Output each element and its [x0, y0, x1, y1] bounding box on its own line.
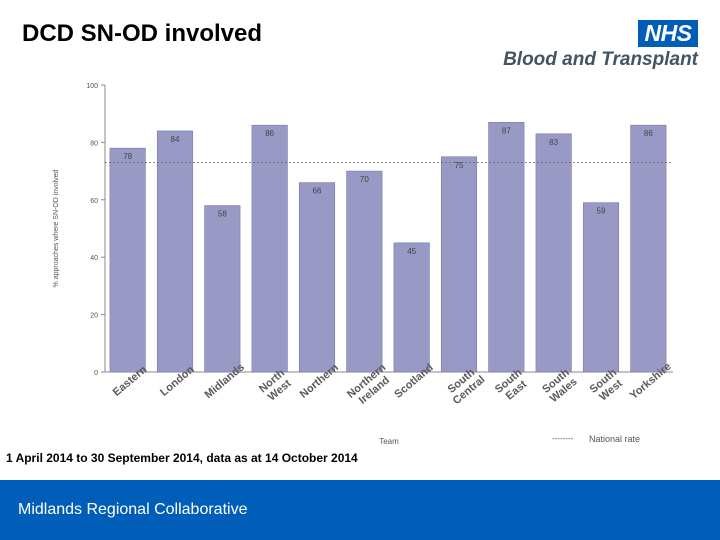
nhs-logo-badge: NHS	[638, 20, 698, 47]
data-label: 86	[265, 129, 274, 138]
bar-south-central	[440, 156, 478, 373]
y-tick-label: 20	[90, 313, 98, 320]
data-label: 78	[123, 152, 132, 161]
bar-scotland	[393, 242, 430, 373]
bar-south-wales	[535, 133, 572, 373]
y-axis-label: % approaches where SN-OD involved	[53, 169, 60, 287]
y-tick-label: 40	[90, 255, 98, 262]
data-label: 86	[644, 129, 653, 138]
bar-south-east	[488, 122, 525, 373]
footer-bar: Midlands Regional Collaborative	[0, 480, 720, 540]
y-tick-label: 60	[90, 198, 98, 205]
data-label: 87	[502, 126, 511, 135]
page-title: DCD SN-OD involved	[22, 20, 263, 47]
bar-london	[156, 130, 194, 373]
data-label: 83	[549, 138, 558, 147]
data-label: 66	[313, 187, 322, 196]
data-label: 70	[360, 175, 369, 184]
data-label: 75	[455, 161, 464, 170]
bar-northern	[298, 182, 336, 373]
data-label: 58	[218, 210, 227, 219]
legend-dash: --------	[552, 434, 574, 443]
data-label: 84	[171, 135, 180, 144]
data-label: 59	[597, 207, 606, 216]
legend-national-rate: National rate	[589, 434, 640, 444]
date-range-note: 1 April 2014 to 30 September 2014, data …	[6, 451, 358, 465]
bar-south-west	[582, 202, 620, 373]
x-axis-label: Team	[379, 437, 399, 446]
data-label: 45	[407, 247, 416, 256]
bar-eastern	[109, 147, 146, 373]
bar-yorkshire	[630, 124, 667, 373]
y-tick-label: 100	[86, 83, 98, 90]
bar-north-west	[251, 124, 288, 373]
logo-wordmark: Blood and Transplant	[503, 49, 698, 70]
bar-northern-ireland	[346, 170, 383, 373]
nhsbt-logo: NHS Blood and Transplant	[468, 20, 698, 72]
bar-chart: 0 20 40 60 80 100 % approaches where SN-OD inv…	[53, 83, 674, 446]
y-tick-label: 80	[90, 140, 98, 147]
y-tick-label: 0	[94, 370, 98, 377]
footer-text: Midlands Regional Collaborative	[18, 501, 248, 518]
bar-midlands	[204, 205, 241, 373]
